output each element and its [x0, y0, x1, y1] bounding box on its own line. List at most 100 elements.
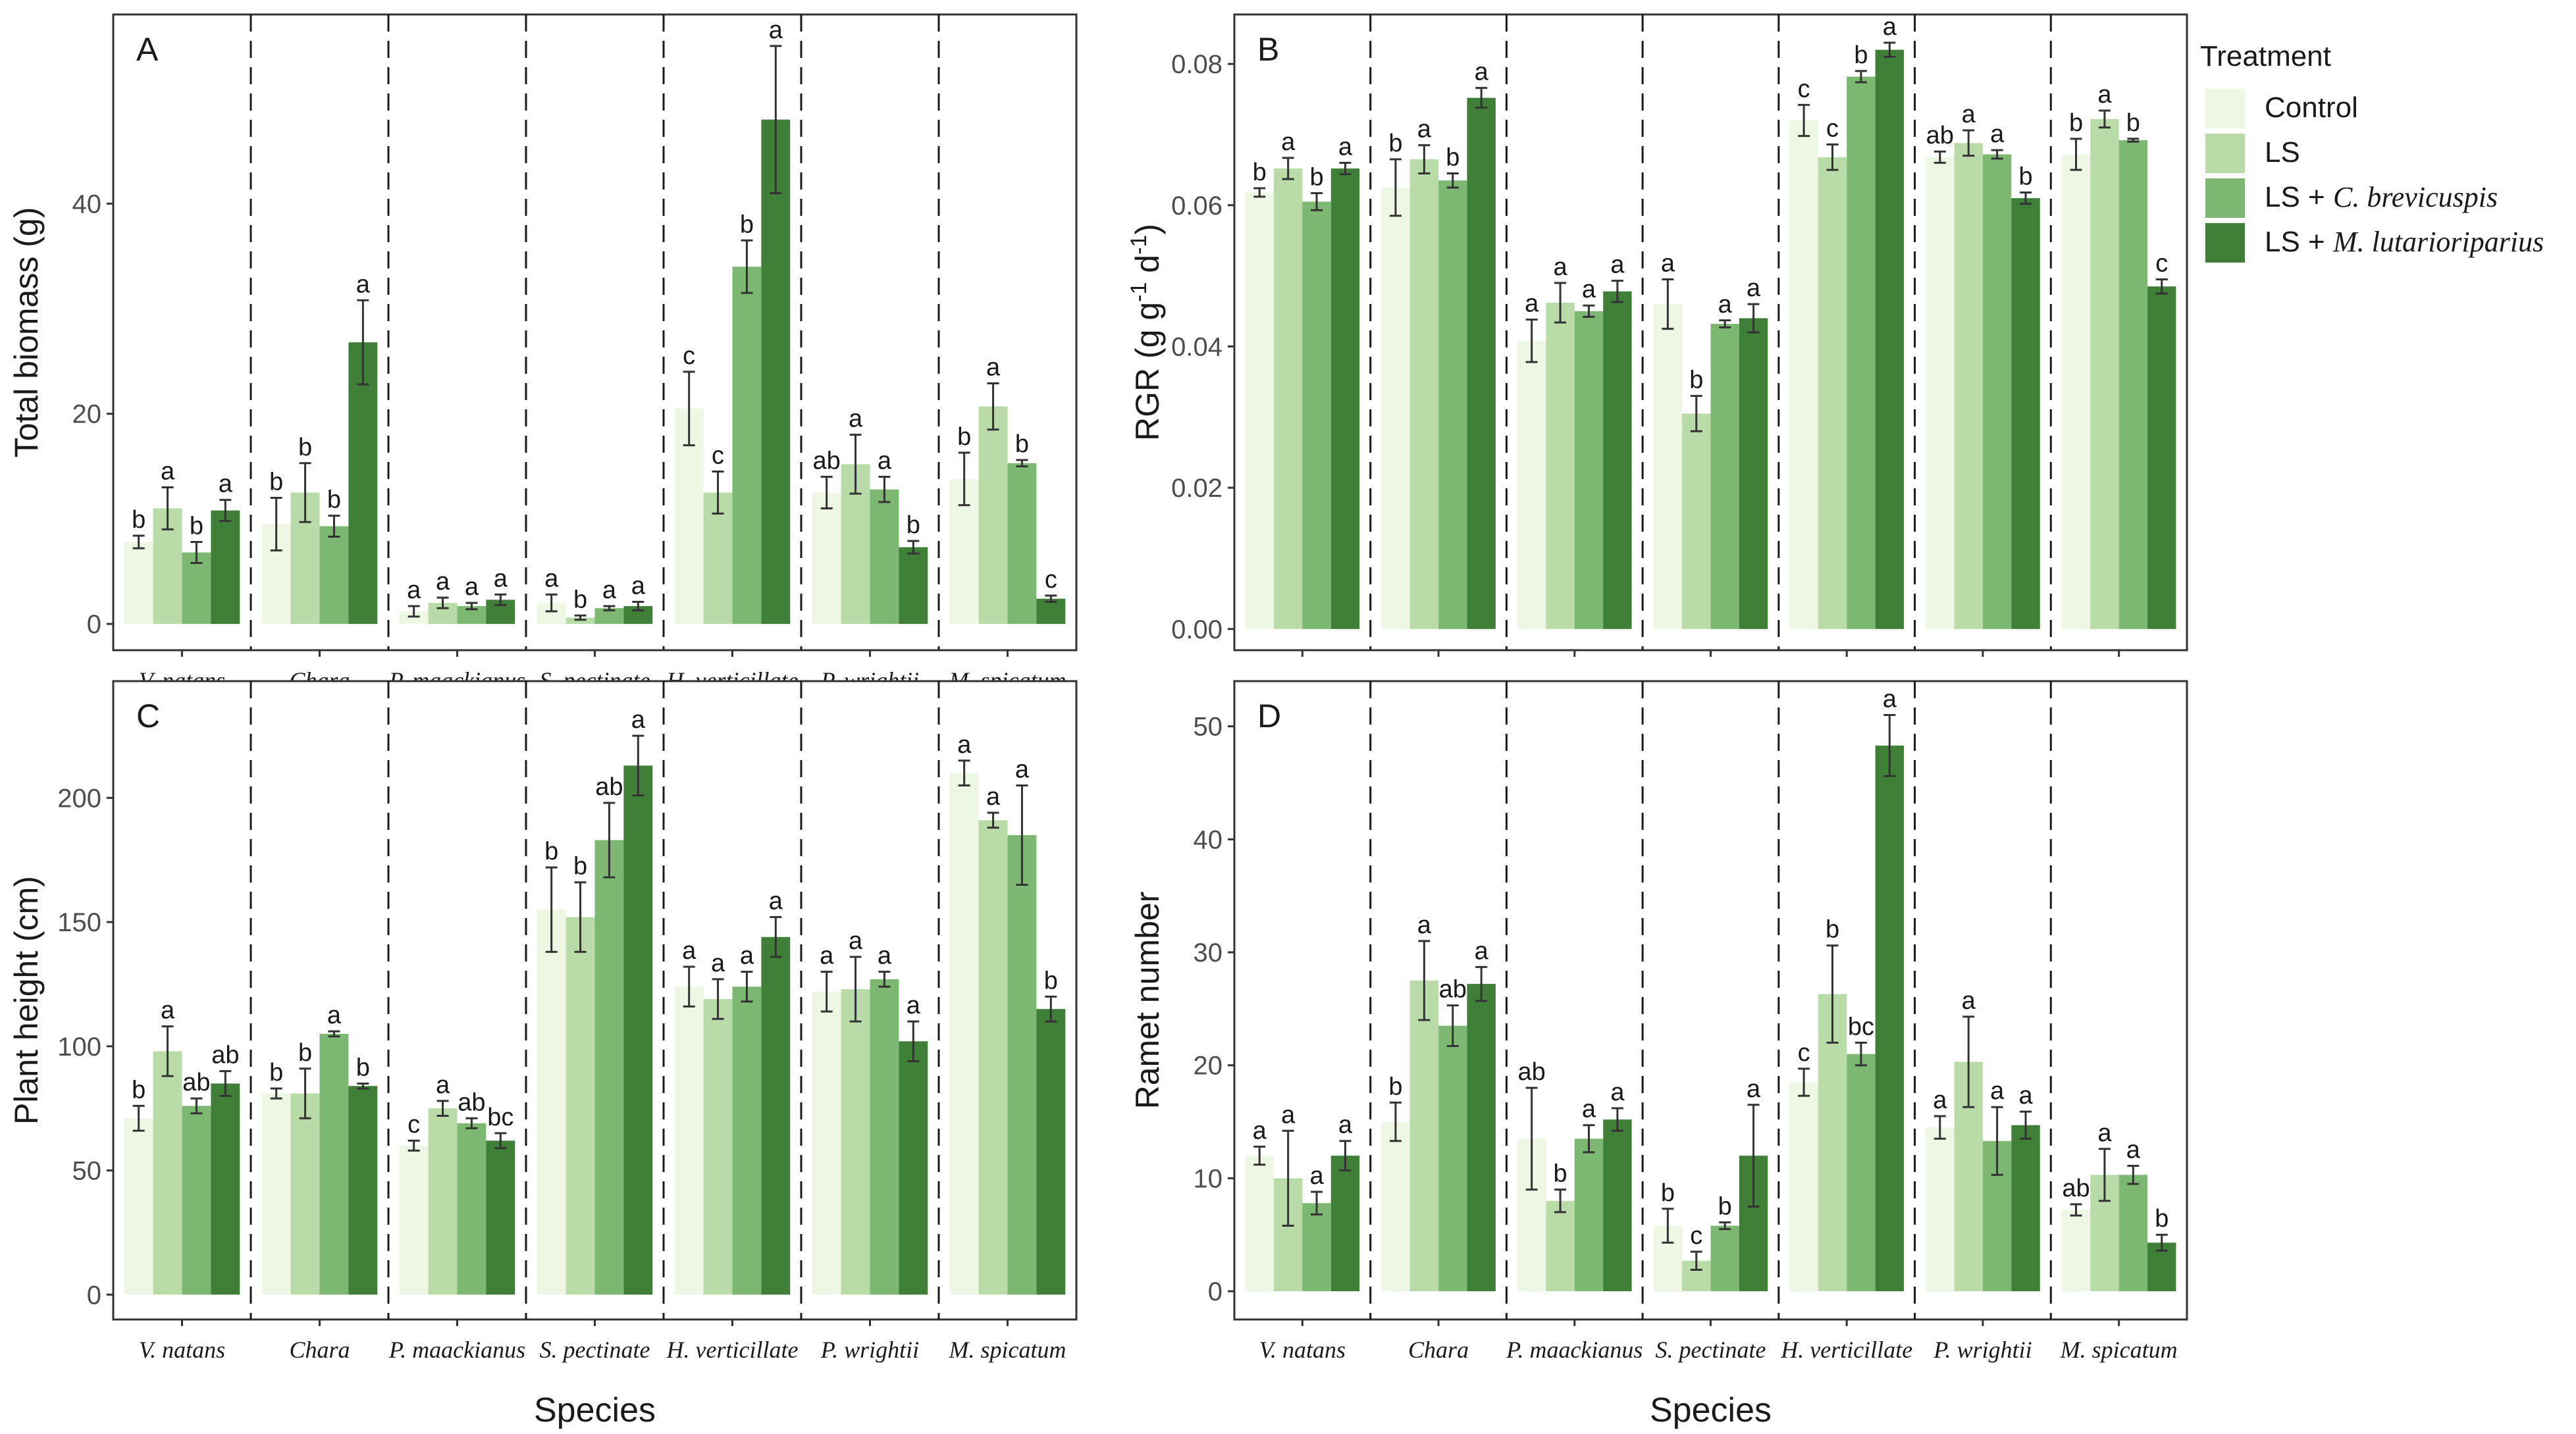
bar [124, 542, 153, 625]
panels: 02040babaV. natansbbbaCharaaaaaP. maacki… [8, 13, 2188, 1429]
bar [899, 1041, 928, 1295]
significance-letter: a [1525, 290, 1539, 318]
bar [2118, 1175, 2148, 1292]
bar [1546, 302, 1575, 629]
bar [1381, 187, 1410, 629]
significance-letter: a [769, 888, 783, 915]
significance-letter: b [740, 211, 754, 238]
panel-letter: A [136, 31, 159, 68]
bar [1302, 1203, 1331, 1292]
bar [2061, 1210, 2091, 1292]
significance-letter: b [298, 1039, 312, 1067]
bar [211, 510, 240, 625]
significance-letter: ab [458, 1088, 485, 1116]
significance-letter: a [465, 573, 479, 601]
significance-letter: b [573, 853, 587, 881]
significance-letter: a [1661, 250, 1675, 278]
bar [2147, 286, 2176, 629]
species-label: S. pectinate [1656, 1337, 1766, 1363]
species-label: P. maackianus [388, 1337, 525, 1363]
x-axis-label: Species [534, 1391, 656, 1429]
significance-letter: bc [1848, 1013, 1874, 1040]
significance-letter: b [327, 486, 341, 514]
significance-letter: b [269, 468, 283, 496]
bar [2011, 198, 2040, 629]
bar [899, 547, 928, 625]
bar [841, 989, 870, 1295]
significance-letter: ab [1439, 976, 1467, 1004]
bar [1847, 1054, 1876, 1292]
bar [1789, 120, 1818, 629]
legend-label-ls: LS [2265, 136, 2300, 168]
significance-letter: a [2018, 1082, 2033, 1110]
bar [812, 991, 841, 1295]
significance-letter: ab [1926, 122, 1954, 149]
significance-letter: c [1798, 1039, 1810, 1067]
y-tick-label: 0.00 [1171, 615, 1222, 644]
bar [319, 1033, 349, 1295]
bar [978, 820, 1008, 1295]
bar [1409, 980, 1439, 1292]
significance-letter: a [356, 270, 371, 298]
significance-letter: a [161, 997, 175, 1025]
y-tick-label: 40 [72, 190, 102, 218]
significance-letter: a [1883, 13, 1897, 41]
bar [2061, 154, 2091, 629]
species-label: P. wrightii [1933, 1337, 2032, 1363]
legend-label-ls-c-brevicuspis: LS + C. brevicuspis [2265, 181, 2498, 213]
significance-letter: ab [595, 773, 623, 801]
significance-letter: a [1475, 937, 1489, 965]
bar [348, 1086, 378, 1295]
panel-border [112, 13, 1078, 652]
bar [399, 1145, 429, 1295]
significance-letter: a [544, 565, 559, 592]
y-tick-label: 200 [57, 784, 101, 813]
significance-letter: ab [813, 448, 841, 475]
bar [949, 773, 979, 1295]
panel-letter: C [136, 698, 160, 734]
bar [1007, 463, 1037, 625]
y-axis-label: Ramet number [1129, 892, 1166, 1110]
bar [1574, 311, 1604, 629]
significance-letter: a [1962, 987, 1976, 1015]
significance-letter: a [407, 576, 421, 604]
legend-label-ls-m-lutarioriparius: LS + M. lutarioriparius [2265, 226, 2544, 258]
significance-letter: a [1610, 1079, 1625, 1106]
significance-letter: b [1253, 159, 1267, 186]
panel-letter: B [1257, 31, 1279, 68]
significance-letter: ab [2062, 1175, 2090, 1202]
significance-letter: a [820, 942, 834, 970]
significance-letter: a [1990, 1077, 2005, 1105]
y-tick-label: 20 [1194, 1052, 1223, 1081]
bar [537, 909, 566, 1295]
bar [1467, 97, 1496, 629]
y-tick-label: 0 [87, 1281, 101, 1310]
bar [1438, 180, 1467, 629]
bar [319, 526, 349, 625]
significance-letter: ab [1518, 1058, 1546, 1086]
significance-letter: a [769, 16, 783, 44]
bar [1682, 413, 1711, 629]
bar [812, 492, 841, 625]
bar [1603, 1119, 1632, 1292]
bar [1245, 1156, 1274, 1292]
bar [565, 617, 595, 625]
legend: Treatment Control LS LS + C. brevicuspis… [2200, 40, 2544, 263]
significance-letter: a [1253, 1117, 1267, 1144]
species-label: M. spicatum [949, 1337, 1066, 1363]
significance-letter: b [2126, 109, 2140, 137]
significance-letter: a [1962, 101, 1976, 128]
significance-letter: b [1015, 430, 1029, 458]
y-tick-label: 0.02 [1171, 474, 1222, 503]
bar [732, 986, 762, 1295]
bar [1517, 340, 1546, 629]
bar [1926, 157, 1955, 629]
bar [2011, 1125, 2040, 1292]
species-label: M. spicatum [2060, 1337, 2178, 1363]
bar [1574, 1139, 1604, 1292]
y-tick-label: 150 [57, 908, 101, 937]
bar [761, 936, 791, 1295]
